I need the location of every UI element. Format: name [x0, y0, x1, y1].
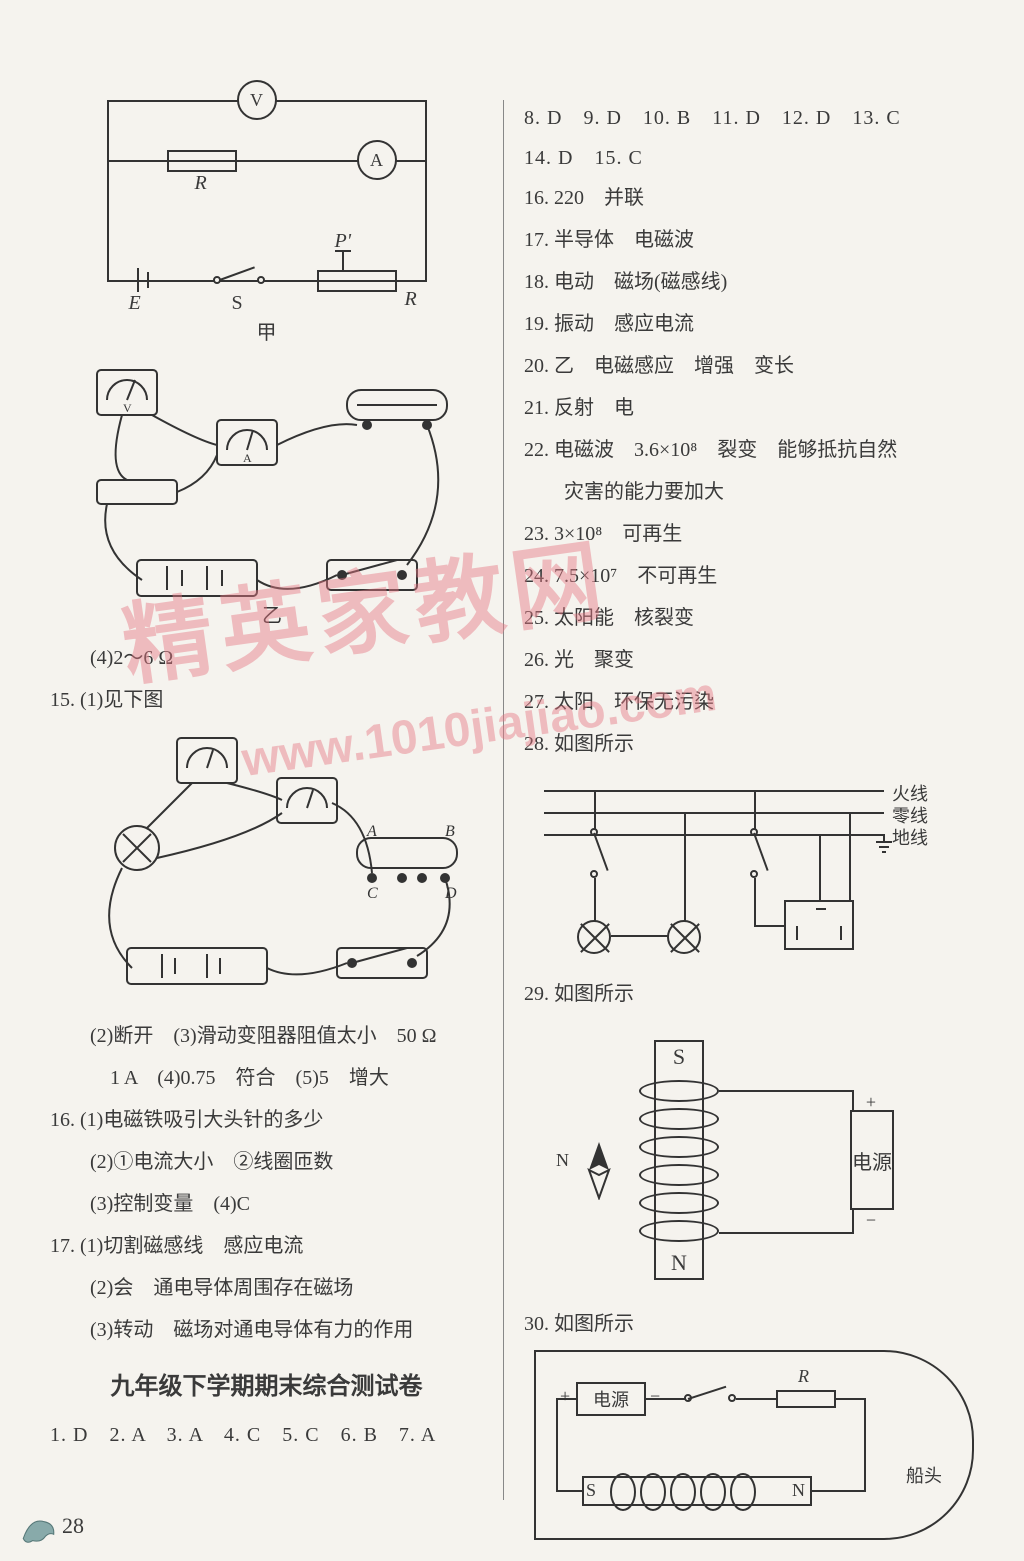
socket-icon [784, 900, 854, 950]
ship-r-label: R [798, 1366, 809, 1387]
answer-r23: 23. 3×10⁸ 可再生 [524, 514, 974, 554]
answer-r25: 25. 太阳能 核裂变 [524, 598, 974, 638]
answer-r30: 30. 如图所示 [524, 1304, 974, 1344]
circuit-diagram-jia: V R A E S P' R 甲 [87, 80, 447, 340]
page-number: 28 [62, 1513, 84, 1539]
left-column: V R A E S P' R 甲 [50, 40, 483, 1540]
battery-label: 电源 [852, 1146, 892, 1175]
battery-box: 电源 [850, 1110, 894, 1210]
compass-icon [574, 1140, 624, 1200]
bulb-icon [667, 920, 701, 954]
svg-text:A: A [366, 823, 377, 840]
answer-r19: 19. 振动 感应电流 [524, 304, 974, 344]
answer-r26: 26. 光 聚变 [524, 640, 974, 680]
voltmeter-icon: V [237, 80, 277, 120]
resistor-r-label: R [195, 172, 207, 195]
wiring-caption-yi: 乙 [262, 605, 282, 627]
ground-icon [874, 834, 894, 860]
answer-14-4: (4)2～6 Ω [50, 638, 483, 678]
ship-plus: + [560, 1386, 570, 1407]
right-column: 8. D 9. D 10. B 11. D 12. D 13. C 14. D … [524, 40, 974, 1540]
compass-n-label: N [556, 1150, 569, 1171]
ship-s-label: S [586, 1480, 596, 1501]
mc-row-1: 1. D 2. A 3. A 4. C 5. C 6. B 7. A [50, 1415, 483, 1455]
answer-17-3: (3)转动 磁场对通电导体有力的作用 [50, 1310, 483, 1350]
answer-15-2b: 1 A (4)0.75 符合 (5)5 增大 [50, 1058, 483, 1098]
answer-16-1: 16. (1)电磁铁吸引大头针的多少 [50, 1100, 483, 1140]
svg-text:A: A [243, 451, 252, 465]
svg-text:B: B [445, 823, 455, 840]
answer-r28: 28. 如图所示 [524, 724, 974, 764]
ammeter-icon: A [357, 140, 397, 180]
ship-coil-icon [606, 1472, 786, 1512]
rheostat-r-label: R [405, 288, 417, 311]
svg-text:C: C [367, 885, 378, 902]
answer-r22b: 灾害的能力要加大 [524, 472, 974, 512]
point-p-label: P' [335, 230, 352, 253]
section-title: 九年级下学期期末综合测试卷 [50, 1366, 483, 1401]
solenoid-n-label: N [654, 1250, 704, 1276]
answer-15-2: (2)断开 (3)滑动变阻器阻值太小 50 Ω [50, 1016, 483, 1056]
mc-row-3: 14. D 15. C [524, 138, 974, 178]
answer-16-3: (3)控制变量 (4)C [50, 1184, 483, 1224]
ship-bow-label: 船头 [906, 1462, 942, 1488]
answer-r16: 16. 220 并联 [524, 178, 974, 218]
answer-r24: 24. 7.5×10⁷ 不可再生 [524, 556, 974, 596]
answer-17-1: 17. (1)切割磁感线 感应电流 [50, 1226, 483, 1266]
wiring-diagram-yi: V A [67, 350, 467, 630]
ground-wire-label: 地线 [892, 824, 928, 850]
answer-r21: 21. 反射 电 [524, 388, 974, 428]
ship-battery-label: 电源 [593, 1386, 629, 1412]
answer-r17: 17. 半导体 电磁波 [524, 220, 974, 260]
household-circuit-diagram: 火线 零线 地线 [534, 770, 964, 970]
answer-r18: 18. 电动 磁场(磁感线) [524, 262, 974, 302]
bulb-icon [577, 920, 611, 954]
ship-n-label: N [792, 1480, 805, 1501]
ship-battery-box: 电源 [576, 1382, 646, 1416]
circuit-caption-jia: 甲 [257, 316, 277, 345]
ship-circuit-diagram: 电源 + − R S N [534, 1350, 974, 1540]
column-divider [503, 100, 504, 1500]
answer-r29: 29. 如图所示 [524, 974, 974, 1014]
answer-r27: 27. 太阳 环保无污染 [524, 682, 974, 722]
battery-e-label: E [129, 292, 141, 315]
answer-17-2: (2)会 通电导体周围存在磁场 [50, 1268, 483, 1308]
answer-15-head: 15. (1)见下图 [50, 680, 483, 720]
solenoid-s-label: S [654, 1044, 704, 1070]
solenoid-diagram: S N N 电源 + − [554, 1020, 914, 1300]
answer-r22a: 22. 电磁波 3.6×10⁸ 裂变 能够抵抗自然 [524, 430, 974, 470]
mc-row-2: 8. D 9. D 10. B 11. D 12. D 13. C [524, 98, 974, 138]
svg-text:V: V [123, 401, 132, 415]
battery-minus: − [866, 1210, 876, 1231]
answer-r20: 20. 乙 电磁感应 增强 变长 [524, 346, 974, 386]
answer-16-2: (2)①电流大小 ②线圈匝数 [50, 1142, 483, 1182]
voltmeter-label: V [250, 90, 263, 111]
battery-plus: + [866, 1092, 876, 1113]
switch-s-label: S [232, 292, 243, 315]
wiring-diagram-2: A B C D [67, 728, 467, 1008]
ship-minus: − [650, 1386, 660, 1407]
dolphin-icon [18, 1507, 60, 1549]
ammeter-label: A [370, 150, 383, 171]
